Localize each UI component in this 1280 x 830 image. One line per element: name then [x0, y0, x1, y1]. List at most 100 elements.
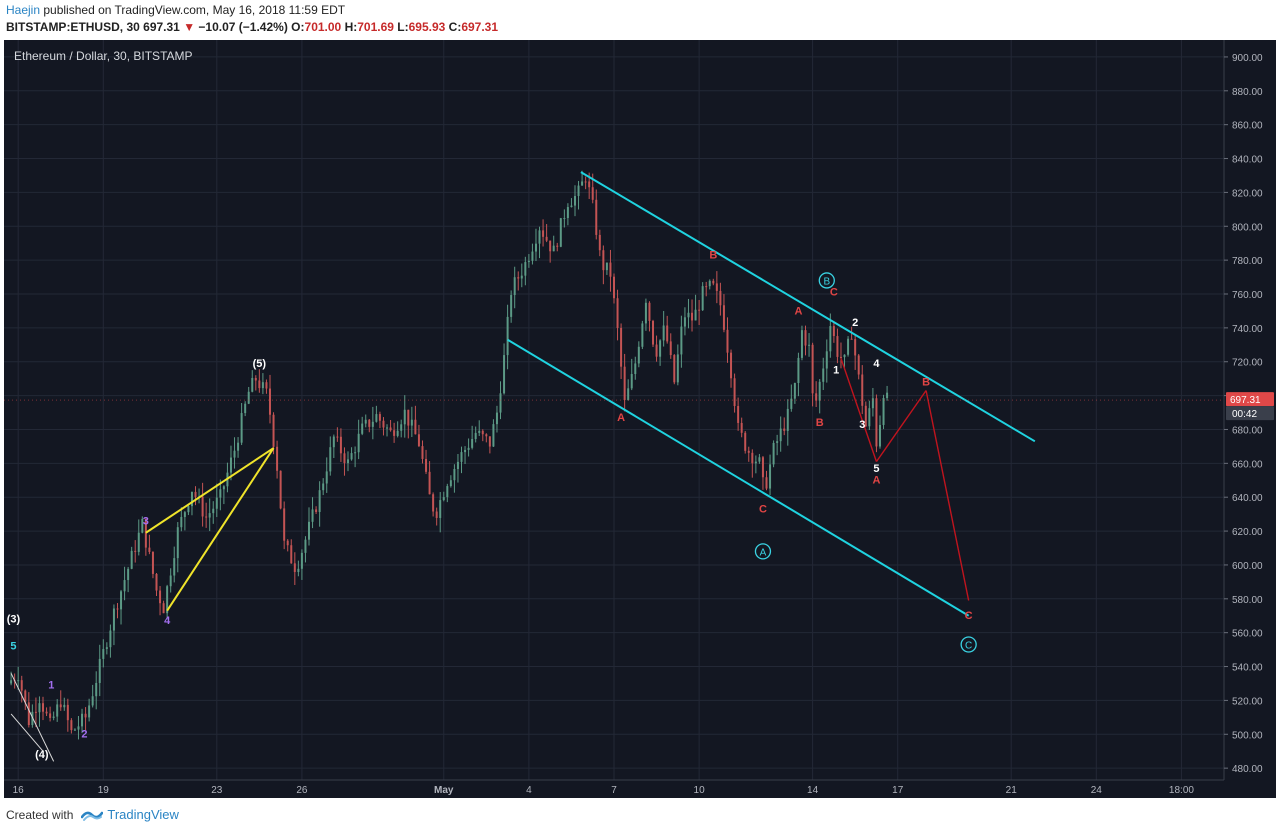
candle-body: [875, 398, 878, 447]
time-tick-label: 16: [13, 785, 25, 796]
candle-body: [66, 704, 69, 721]
candle-body: [613, 276, 615, 299]
candle-body: [520, 275, 523, 279]
candle-body: [159, 590, 162, 604]
countdown-label: 00:42: [1232, 409, 1257, 420]
candle-body: [56, 704, 59, 717]
candle-body: [719, 290, 722, 306]
candle-body: [513, 277, 516, 296]
wave-label: C: [830, 287, 838, 299]
candle-body: [318, 490, 321, 512]
author-link[interactable]: Haejin: [6, 3, 41, 17]
candle-body: [836, 336, 839, 357]
candle-body: [559, 218, 562, 247]
price-tick-label: 720.00: [1232, 358, 1263, 369]
candle-body: [304, 539, 307, 553]
wave-label: (4): [35, 749, 49, 761]
candle-body: [545, 236, 548, 241]
candle-body: [538, 230, 541, 244]
candle-body: [637, 346, 640, 364]
candle-body: [52, 716, 55, 718]
wave-label: 5: [873, 463, 879, 475]
footer: Created with TradingView: [0, 798, 1280, 830]
time-axis[interactable]: 16 19 23 26 May 4 7 10 14 17 21 24 18:00: [4, 779, 1224, 796]
candle-body: [283, 508, 286, 541]
candle-body: [563, 218, 566, 220]
candle-body: [630, 374, 633, 389]
price-axis[interactable]: 480.00 500.00 520.00 540.00 560.00 580.00 600.…: [4, 40, 1276, 798]
projection-line: [925, 390, 970, 601]
wave-label: 1: [833, 365, 839, 377]
projection-line: [875, 390, 927, 463]
candle-body: [790, 398, 793, 409]
time-tick-label: 14: [807, 785, 819, 796]
candle-body: [804, 330, 807, 346]
candle-body: [144, 518, 147, 548]
wave-label: 3: [143, 515, 149, 527]
price-tick-label: 780.00: [1232, 256, 1263, 267]
candle-body: [584, 181, 587, 183]
candle-body: [77, 726, 80, 730]
candle-body: [279, 470, 282, 509]
candle-body: [414, 419, 417, 435]
candle-body: [744, 432, 747, 451]
time-tick-label: 18:00: [1169, 785, 1194, 796]
candle-body: [847, 338, 850, 355]
candle-body: [467, 447, 470, 450]
candle-body: [641, 323, 644, 347]
channel-upper-line: [580, 171, 1036, 443]
candle-body: [705, 286, 708, 288]
price-tick-label: 500.00: [1232, 730, 1263, 741]
wave-label: B: [816, 417, 824, 429]
tradingview-brand[interactable]: TradingView: [107, 807, 179, 822]
candle-body: [371, 421, 374, 427]
candle-body: [772, 442, 775, 465]
candle-body: [254, 377, 257, 381]
circled-wave-ring: [960, 636, 977, 653]
time-tick-label: 21: [1006, 785, 1018, 796]
price-tick-label: 480.00: [1232, 764, 1263, 775]
candle-body: [683, 317, 686, 327]
price-tick-label: 560.00: [1232, 629, 1263, 640]
price-tick-label: 540.00: [1232, 663, 1263, 674]
candle-body: [208, 513, 211, 518]
time-tick-label: 7: [611, 785, 617, 796]
candle-body: [456, 461, 459, 469]
last-price-tag: [1226, 392, 1274, 407]
candle-body: [343, 453, 346, 464]
price-tick-label: 520.00: [1232, 696, 1263, 707]
candle-body: [481, 430, 484, 435]
candle-body: [506, 316, 509, 356]
candle-body: [737, 406, 740, 423]
candle-body: [864, 405, 867, 427]
candle-body: [439, 500, 442, 518]
projection-line: [840, 358, 878, 462]
grid-lines: [4, 40, 1224, 780]
candle-body: [354, 452, 357, 454]
wedge-line: [10, 713, 44, 752]
candle-body: [861, 374, 864, 406]
candle-body: [786, 408, 789, 431]
time-tick-label: 19: [98, 785, 110, 796]
candle-body: [492, 424, 495, 447]
candle-body: [839, 356, 842, 358]
candle-body: [290, 545, 293, 564]
candle-body: [347, 459, 350, 464]
candle-body: [694, 309, 697, 321]
candle-body: [155, 573, 158, 591]
candle-body: [765, 477, 768, 489]
chart-panel[interactable]: (3) 5 1 2 (4) 3 4 (5) A B C A B C 1 2 3 4 5 A B C B A C 480.00 50…: [4, 40, 1276, 798]
open-value: 701.00: [304, 20, 342, 34]
candle-body: [478, 430, 481, 433]
candle-body: [425, 458, 428, 472]
candle-body: [644, 302, 647, 324]
tradingview-logo-icon[interactable]: [81, 809, 104, 821]
last-price: 697.31: [143, 20, 180, 34]
candle-body: [634, 363, 637, 375]
candle-body: [368, 419, 371, 427]
candle-body: [375, 414, 378, 422]
candle-body: [247, 391, 250, 404]
candle-body: [268, 388, 271, 415]
candle-body: [137, 532, 140, 552]
